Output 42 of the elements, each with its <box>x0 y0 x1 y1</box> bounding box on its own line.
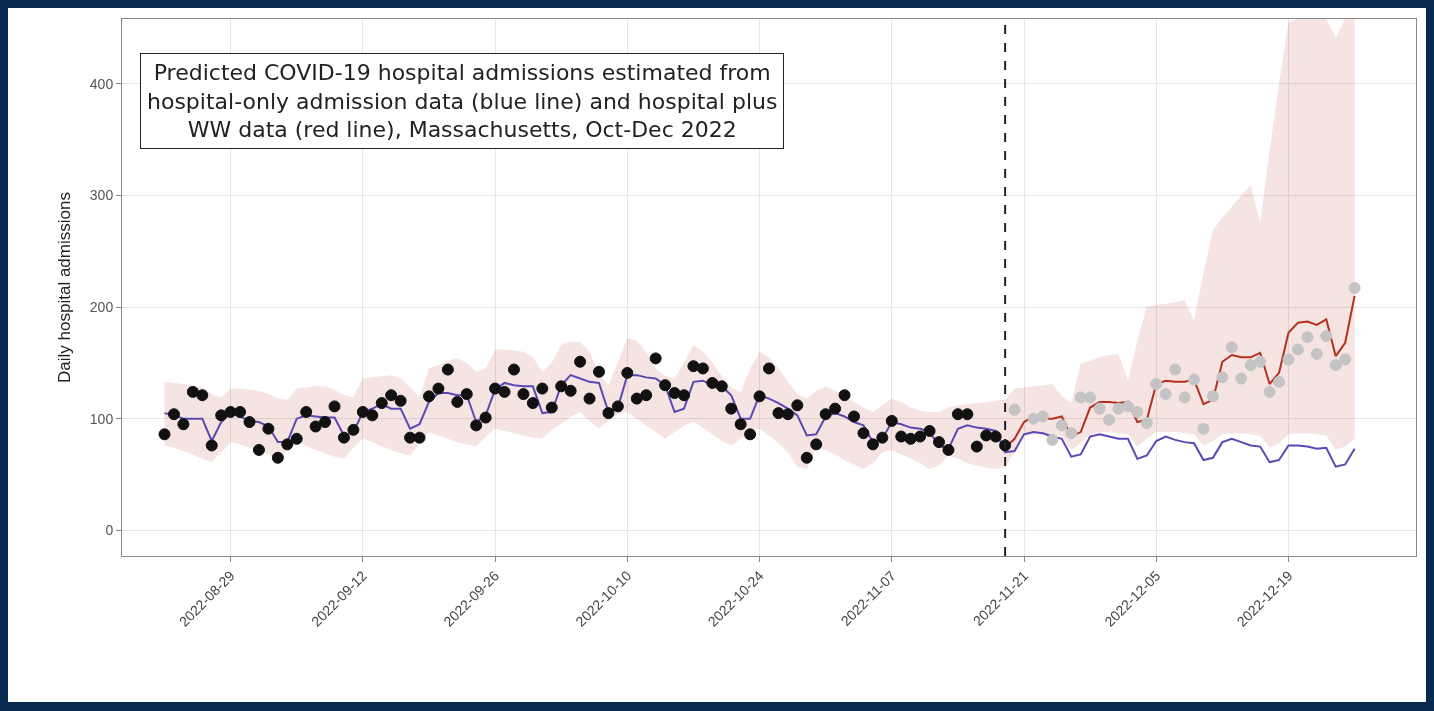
y-tick-label: 400 <box>89 75 114 92</box>
point <box>1339 353 1352 366</box>
point <box>1301 331 1314 344</box>
point <box>1197 422 1210 435</box>
point <box>1036 410 1049 423</box>
point <box>1273 375 1286 388</box>
y-tick-label: 300 <box>89 187 114 204</box>
point <box>1254 355 1267 368</box>
point <box>1310 347 1323 360</box>
point <box>1244 359 1257 372</box>
point <box>1084 391 1097 404</box>
point <box>1112 402 1125 415</box>
point <box>1140 417 1153 430</box>
point <box>1027 412 1040 425</box>
point <box>1235 372 1248 385</box>
point <box>1348 282 1361 295</box>
point <box>1103 413 1116 426</box>
point <box>1291 343 1304 356</box>
point <box>1150 378 1163 391</box>
point <box>1216 371 1229 384</box>
point <box>1055 419 1068 432</box>
y-tick-label: 200 <box>89 298 114 315</box>
point <box>1008 403 1021 416</box>
point <box>1065 427 1078 440</box>
point <box>1159 388 1172 401</box>
point <box>1131 405 1144 418</box>
point <box>1320 330 1333 343</box>
annotation: Predicted COVID-19 hospital admissions estimated from hospital-only admission data (blue line) and hospital plus WW data (red line), Massachusetts, Oct-Dec 2022 <box>147 60 778 143</box>
point <box>1046 433 1059 446</box>
point <box>1093 402 1106 415</box>
point <box>1282 353 1295 366</box>
y-tick-label: 100 <box>89 410 114 427</box>
point <box>1178 391 1191 404</box>
point <box>1225 341 1238 354</box>
point <box>1121 400 1134 413</box>
point <box>1169 363 1182 376</box>
point <box>1263 385 1276 398</box>
point <box>1329 359 1342 372</box>
point <box>1206 390 1219 403</box>
y-tick-label: 0 <box>105 522 114 539</box>
y-axis-title: Daily hospital admissions <box>55 192 75 383</box>
point <box>1188 373 1201 386</box>
